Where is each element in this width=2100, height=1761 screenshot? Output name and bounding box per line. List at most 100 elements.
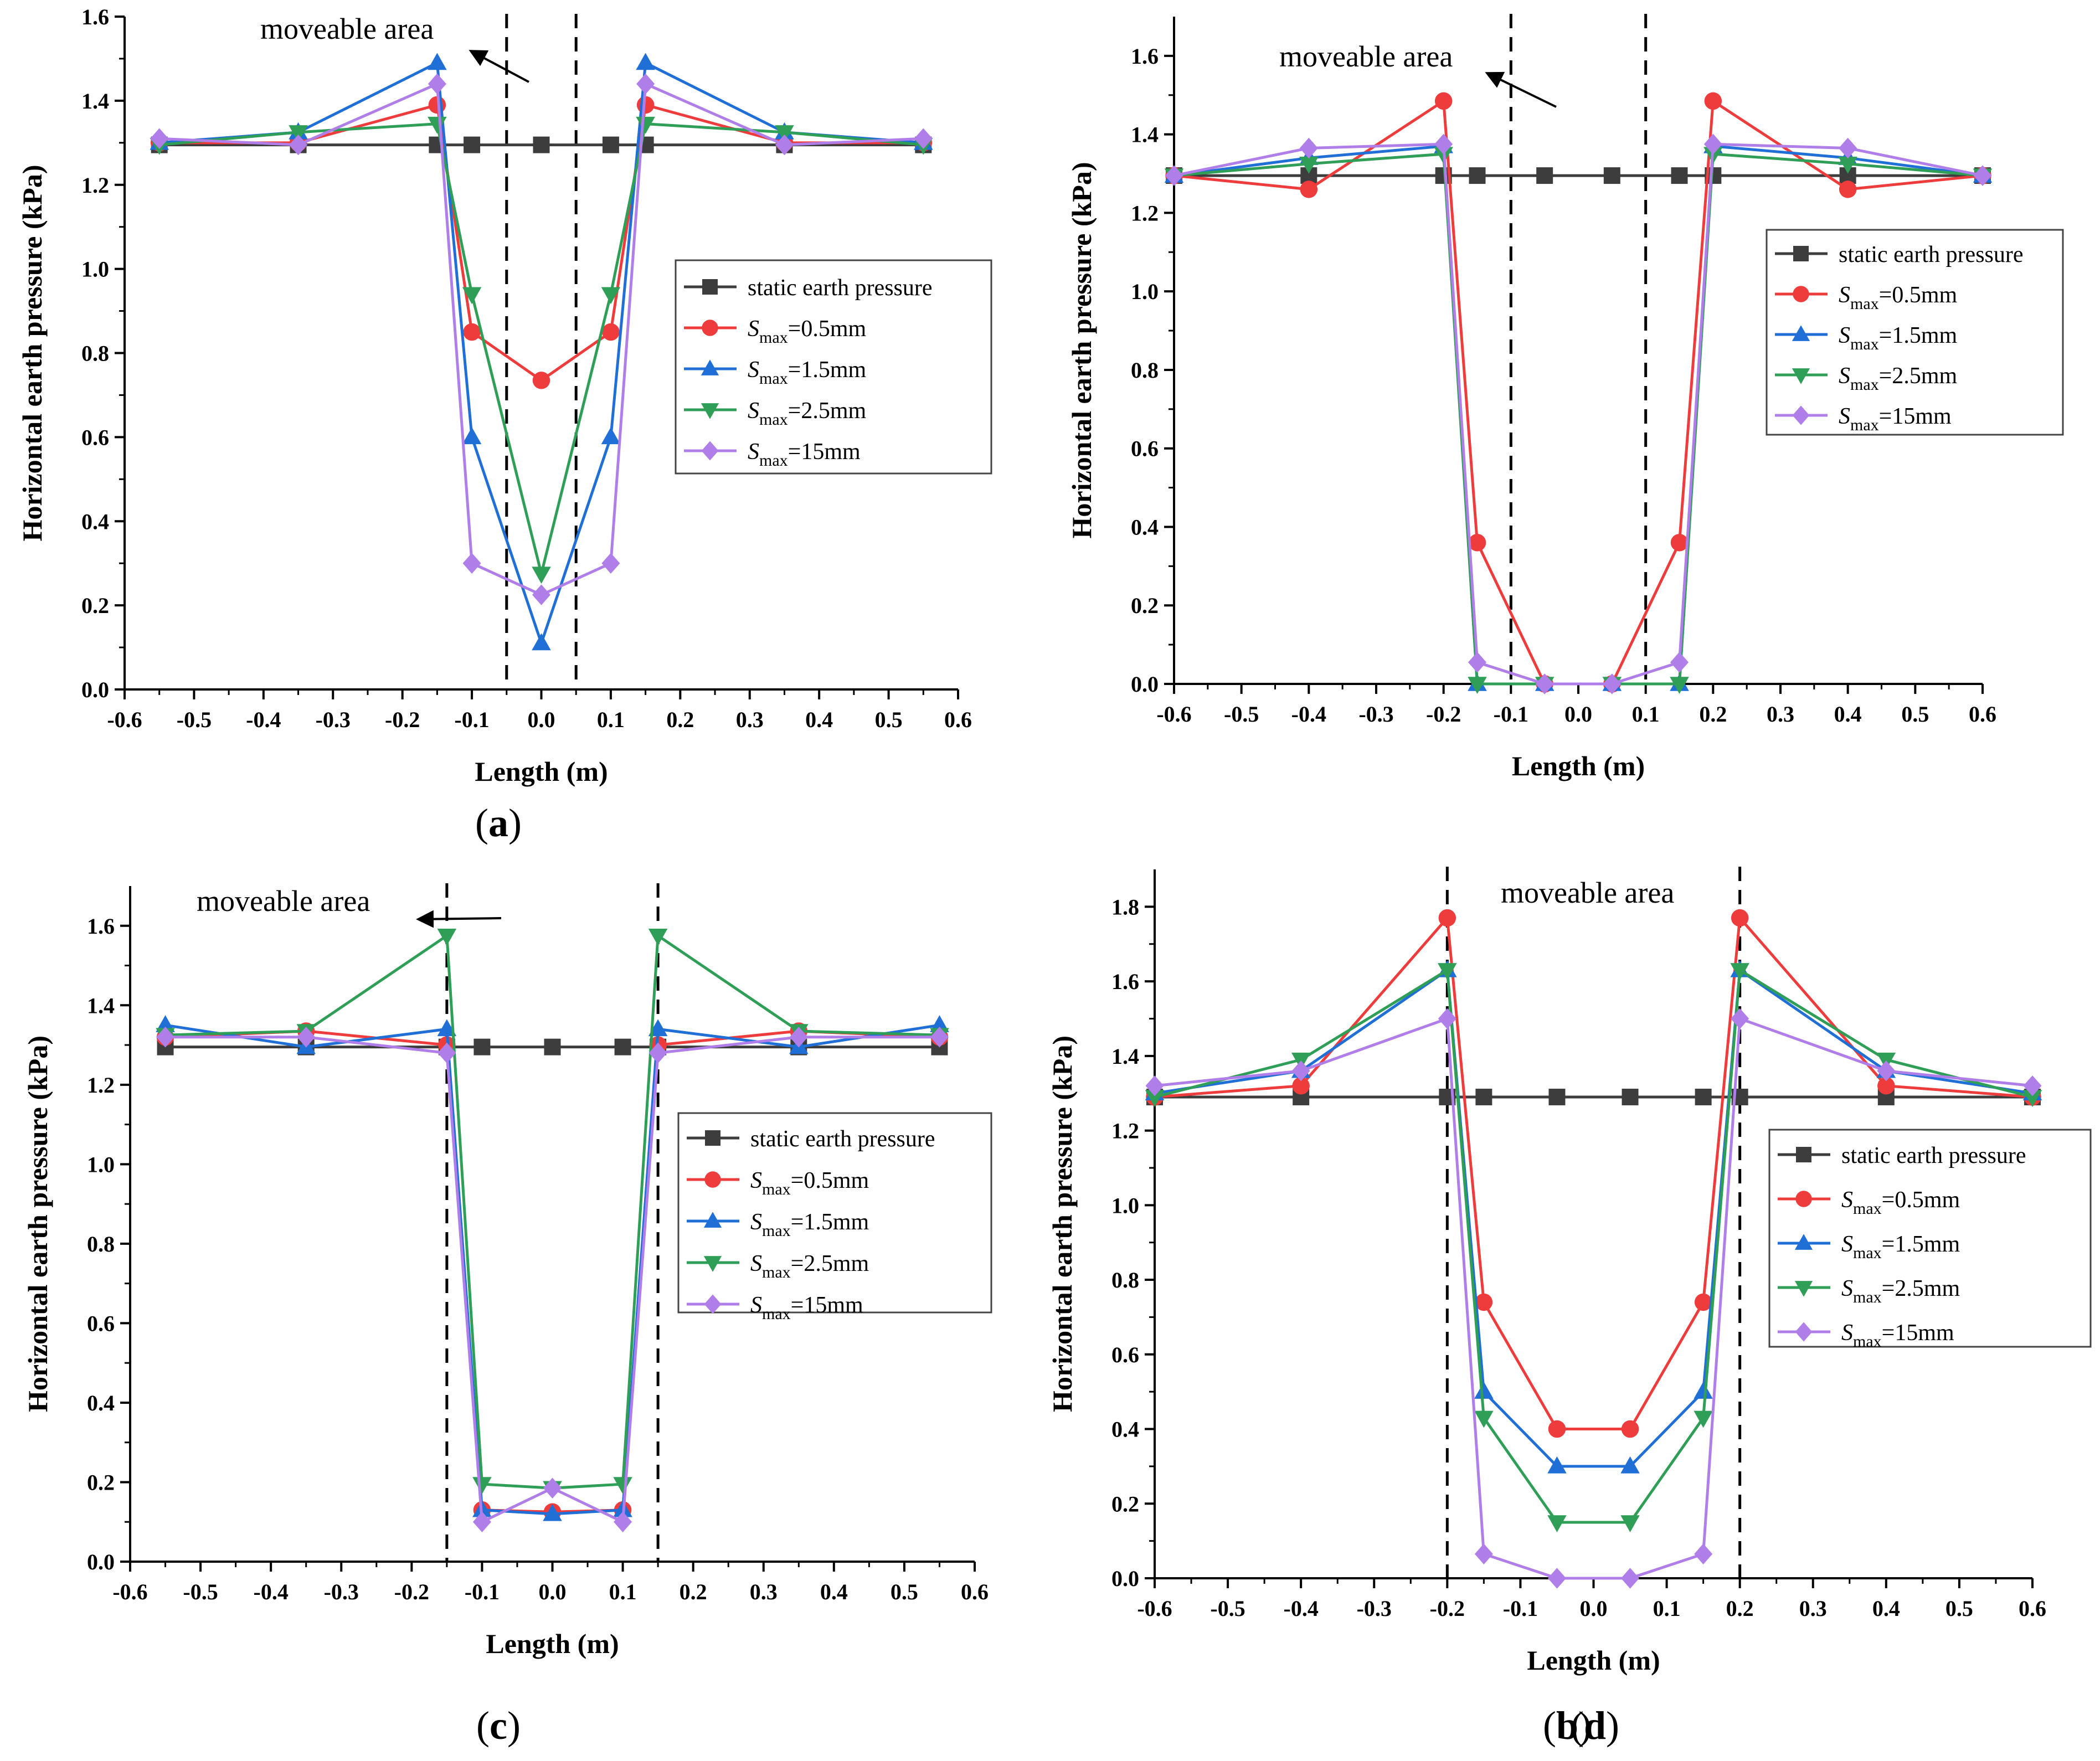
x-tick-label: -0.6 (112, 1579, 147, 1604)
y-tick-label: 1.0 (1111, 1193, 1139, 1218)
data-point (1547, 1568, 1566, 1589)
data-point (1291, 1060, 1310, 1082)
legend-swatch-marker (704, 1171, 721, 1188)
x-tick-label: 0.3 (1799, 1596, 1827, 1621)
y-tick-label: 0.8 (1131, 358, 1159, 383)
legend-box (1766, 229, 2064, 436)
legend-entry: Smax=15mm (750, 1293, 863, 1323)
x-tick-label: 0.0 (1564, 702, 1592, 727)
series-line (1154, 914, 2033, 1431)
x-tick-label: 0.4 (1872, 1596, 1900, 1621)
data-point (1670, 652, 1689, 673)
data-point (289, 125, 308, 142)
data-point (2022, 1090, 2042, 1107)
legend-swatch-marker (1794, 1281, 1813, 1297)
data-point (1474, 1543, 1493, 1564)
series (1145, 1008, 2042, 1589)
x-tick-label: -0.5 (1210, 1596, 1245, 1621)
legend-swatch-marker (704, 1294, 722, 1314)
x-tick-label: -0.4 (1284, 1596, 1319, 1621)
data-point (614, 1038, 631, 1055)
legend-box (677, 1112, 992, 1314)
legend-entry: Smax=0.5mm (748, 316, 867, 347)
data-point (1730, 963, 1749, 980)
annotation-arrow (469, 50, 529, 83)
series-line (1154, 1017, 2033, 1580)
data-point (289, 134, 308, 156)
data-point (1694, 1293, 1712, 1311)
x-tick-label: -0.4 (1291, 702, 1326, 727)
x-tick-label: 0.4 (1834, 702, 1862, 727)
legend-entry: Smax=2.5mm (1839, 363, 1958, 394)
y-tick-label: 0.4 (1111, 1417, 1139, 1442)
panel-caption: (a) (475, 801, 522, 845)
x-tick-label: -0.3 (1358, 702, 1393, 727)
data-point (1299, 157, 1319, 174)
series-line (1154, 967, 2033, 1524)
data-point (532, 633, 551, 651)
legend-swatch-marker (1796, 1147, 1811, 1162)
data-point (1670, 677, 1689, 694)
x-tick-label: -0.5 (1224, 702, 1259, 727)
series-line (1154, 967, 2033, 1468)
data-point (1621, 1420, 1639, 1438)
data-point (1731, 1008, 1749, 1029)
legend-swatch-marker (705, 1130, 720, 1146)
data-point (1475, 1088, 1492, 1105)
x-tick-label: -0.6 (107, 707, 142, 732)
legend-entry: Smax=15mm (748, 439, 861, 470)
y-tick-label: 0.6 (1111, 1342, 1139, 1367)
x-tick-label: 0.5 (875, 707, 903, 732)
data-point (1145, 1090, 1165, 1107)
legend-swatch-marker (1795, 1191, 1812, 1207)
x-tick-label: -0.2 (385, 707, 420, 732)
y-tick-label: 1.6 (1111, 969, 1139, 994)
data-point (914, 128, 933, 149)
series (1146, 1088, 2041, 1105)
x-tick-label: 0.1 (1653, 1596, 1681, 1621)
y-tick-label: 1.4 (1111, 1044, 1139, 1069)
y-tick-label: 0.2 (87, 1470, 115, 1495)
legend: static earth pressure Smax=0.5mm Smax=1.5m… (1768, 1129, 2092, 1351)
data-point (1703, 133, 1722, 155)
y-tick-label: 0.0 (81, 677, 109, 702)
moveable-area-label: moveable area (260, 12, 434, 45)
x-tick-label: 0.0 (539, 1579, 567, 1604)
x-tick-label: 0.4 (820, 1579, 848, 1604)
x-tick-label: -0.3 (324, 1579, 359, 1604)
panel-b: -0.6 -0.5 -0.4 -0.3 -0.2 -0.1 0.0 0.1 0.2 0.3 0.4 0… (1066, 14, 2064, 1748)
legend-swatch-marker (703, 1256, 722, 1272)
data-point (1973, 165, 1992, 186)
panel-a: -0.6 -0.5 -0.4 -0.3 -0.2 -0.1 0.0 0.1 0.2 0.3 0.4 0… (17, 4, 992, 845)
x-tick-label: -0.1 (454, 707, 489, 732)
y-tick-label: 0.2 (81, 593, 109, 618)
data-point (1438, 1008, 1456, 1029)
data-point (464, 136, 481, 153)
data-point (544, 1038, 561, 1055)
y-tick-label: 1.0 (1131, 279, 1159, 304)
legend-swatch-marker (702, 320, 718, 336)
data-point (1474, 1410, 1494, 1428)
legend-swatch-marker (1792, 368, 1810, 384)
y-tick-label: 0.0 (1131, 672, 1159, 697)
x-tick-label: 0.0 (1580, 1596, 1608, 1621)
x-axis-title: Length (m) (486, 1628, 619, 1659)
legend-entry: Smax=0.5mm (1839, 282, 1958, 313)
data-point (648, 1019, 668, 1037)
data-point (1839, 137, 1857, 159)
legend: static earth pressure Smax=0.5mm Smax=1.5m… (677, 1112, 992, 1323)
data-point (462, 427, 482, 445)
data-point (533, 136, 550, 153)
x-tick-label: 0.1 (1632, 702, 1660, 727)
y-tick-label: 1.6 (81, 4, 109, 29)
x-tick-label: -0.5 (177, 707, 212, 732)
data-point (636, 116, 655, 134)
y-tick-label: 1.6 (1131, 44, 1159, 69)
y-tick-label: 0.6 (81, 425, 109, 450)
panel-caption: (b) (1543, 1703, 1592, 1748)
legend-entry: Smax=15mm (1841, 1320, 1954, 1351)
legend-entry: static earth pressure (1841, 1143, 2026, 1168)
data-point (1475, 1293, 1493, 1311)
data-point (1292, 1077, 1310, 1095)
data-point (775, 125, 794, 142)
